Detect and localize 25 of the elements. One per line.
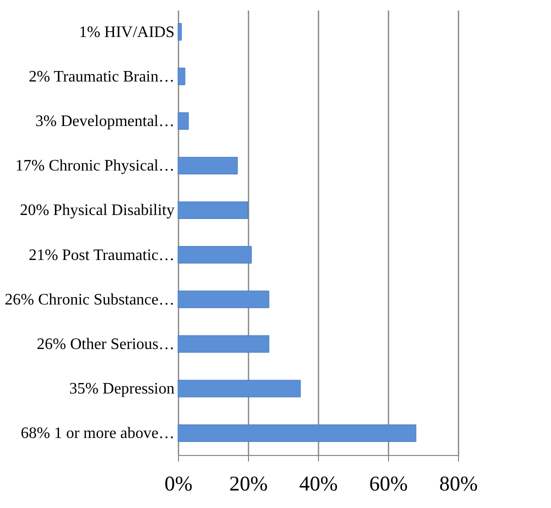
x-tick-label: 60% [369, 472, 408, 496]
bar [178, 246, 252, 264]
x-tick-label: 20% [229, 472, 268, 496]
bar [178, 68, 186, 86]
bar [178, 380, 301, 398]
bar [178, 156, 238, 174]
y-tick-label: 26% Other Serious… [36, 336, 174, 353]
bar [178, 201, 248, 219]
y-tick-label: 3% Developmental… [35, 113, 174, 130]
y-tick-label: 20% Physical Disability [20, 202, 174, 220]
x-tick-label: 40% [299, 472, 338, 496]
bar [178, 424, 416, 442]
bar [178, 290, 270, 308]
y-tick-label: 1% HIV/AIDS [78, 24, 174, 41]
y-tick-label: 2% Traumatic Brain… [28, 68, 174, 86]
y-tick-label: 68% 1 or more above… [20, 425, 174, 442]
bar [178, 23, 182, 41]
y-tick-label: 21% Post Traumatic… [28, 246, 174, 264]
y-tick-label: 26% Chronic Substance… [4, 291, 174, 308]
y-tick-label: 35% Depression [69, 380, 174, 398]
bar [178, 112, 189, 130]
bar [178, 335, 270, 353]
x-tick-label: 80% [439, 472, 478, 496]
y-tick-label: 17% Chronic Physical… [15, 158, 174, 175]
x-tick-label: 0% [164, 472, 192, 496]
